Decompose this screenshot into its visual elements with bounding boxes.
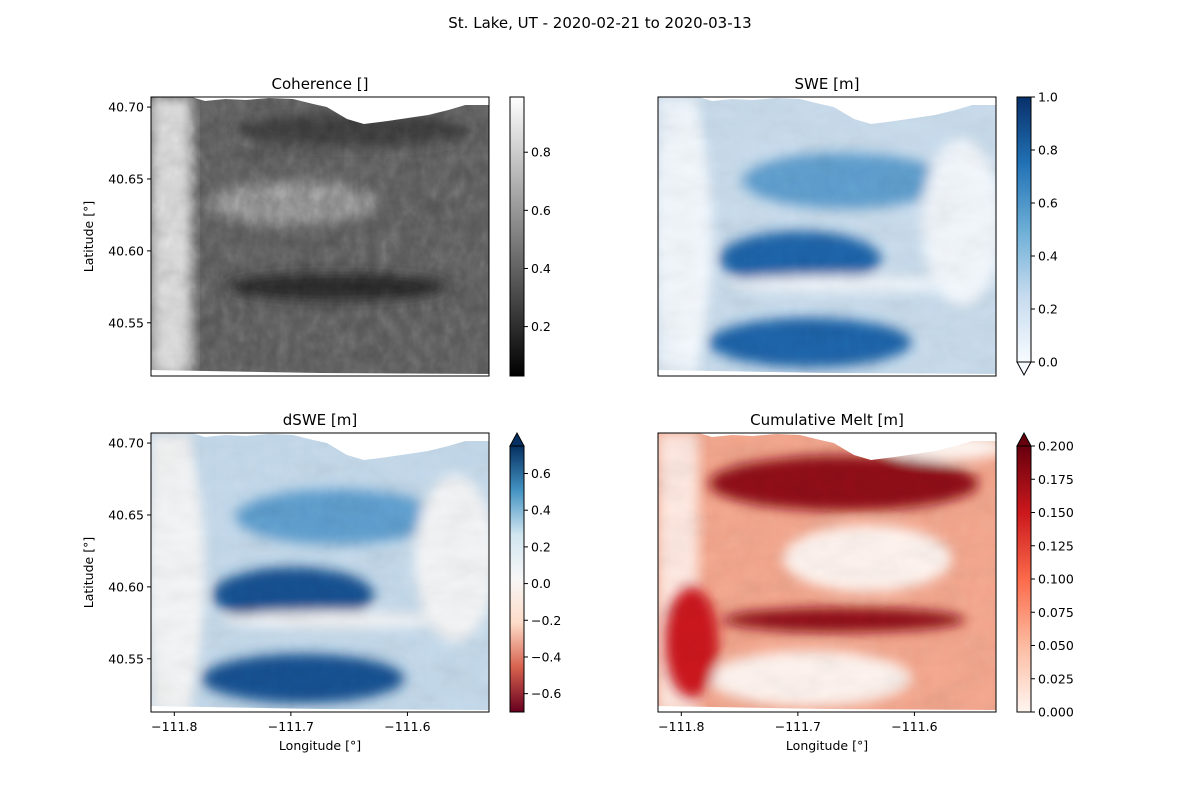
colorbar-tick-label: 1.0 (1038, 90, 1058, 105)
colorbar: 0.2 0.4 0.6 0.8 (509, 96, 551, 377)
colorbar-tick-label: 0.4 (531, 261, 551, 276)
colorbar-gradient (509, 445, 525, 713)
swe-heatmap-image (658, 97, 996, 374)
colorbar-tick-label: 0.0 (531, 576, 551, 591)
x-tick-label: −111.8 (658, 719, 704, 734)
colorbar-gradient (1016, 96, 1032, 363)
colorbar-tick-label: −0.6 (531, 686, 561, 701)
y-tick-label: 40.70 (108, 100, 144, 115)
panel-title: dSWE [m] (283, 411, 357, 429)
x-tick-label: −111.7 (775, 719, 821, 734)
y-tick-label: 40.65 (108, 171, 144, 186)
x-tick-label: −111.6 (384, 719, 430, 734)
axes-frame (657, 96, 997, 377)
colorbar-tick-label: 0.6 (531, 203, 551, 218)
colorbar-tick-label: 0.2 (531, 319, 551, 334)
panel-title: Cumulative Melt [m] (750, 411, 904, 429)
x-tick-label: −111.7 (268, 719, 314, 734)
colorbar-tick-label: 0.4 (531, 503, 551, 518)
colorbar-tick-label: −0.4 (531, 649, 561, 664)
y-tick-label: 40.55 (108, 315, 144, 330)
colorbar-tick-label: −0.2 (531, 613, 561, 628)
colorbar-extend-max (1016, 431, 1032, 447)
colorbar-tick-label: 0.050 (1038, 638, 1074, 653)
colorbar-tick-label: 0.8 (531, 145, 551, 160)
panel-title: Coherence [] (272, 75, 369, 93)
colorbar-extend-max (509, 431, 525, 447)
x-axis-label: Longitude [°] (786, 738, 868, 753)
y-tick-label: 40.65 (108, 507, 144, 522)
melt-heatmap-image (658, 433, 996, 710)
panel-2: SWE [m] 0.0 0.2 0.4 0.6 0.8 1.0 (657, 75, 1058, 377)
colorbar-tick-label: 0.125 (1038, 538, 1074, 553)
y-tick-label: 40.60 (108, 579, 144, 594)
colorbar-extend-min (1016, 361, 1032, 377)
colorbar-tick-label: 0.075 (1038, 605, 1074, 620)
colorbar-tick-label: 0.8 (1038, 143, 1058, 158)
colorbar-tick-label: 0.025 (1038, 671, 1074, 686)
y-tick-label: 40.55 (108, 651, 144, 666)
y-axis-label: Latitude [°] (81, 201, 96, 272)
colorbar-tick-label: 0.4 (1038, 249, 1058, 264)
colorbar-tick-label: 0.2 (1038, 302, 1058, 317)
colorbar-tick-label: 0.6 (1038, 196, 1058, 211)
axes-frame (150, 96, 490, 377)
panel-title: SWE [m] (795, 75, 860, 93)
colorbar: 0.000 0.025 0.050 0.075 0.100 0.125 0.150 0.175… (1016, 431, 1074, 720)
colorbar-tick-label: 0.000 (1038, 705, 1074, 720)
panel-1: Coherence [] 40.55 40.60 40.65 40.70 Latitude… (81, 75, 551, 377)
axes-frame (150, 432, 490, 713)
coherence-heatmap-image (151, 97, 489, 374)
colorbar-tick-label: 0.150 (1038, 505, 1074, 520)
x-tick-label: −111.8 (151, 719, 197, 734)
axes-frame (657, 432, 997, 713)
colorbar-tick-label: 0.200 (1038, 439, 1074, 454)
colorbar-tick-label: 0.2 (531, 539, 551, 554)
colorbar: −0.6 −0.4 −0.2 0.0 0.2 0.4 0.6 (509, 431, 561, 713)
colorbar-gradient (509, 96, 525, 377)
y-tick-label: 40.60 (108, 243, 144, 258)
panel-4: Cumulative Melt [m] −111.8 −111.7 −111.6 Lon… (657, 411, 1074, 753)
panel-3: dSWE [m] 40.55 40.60 40.65 40.70 −111.8 −111.7… (81, 411, 561, 753)
x-axis-label: Longitude [°] (279, 738, 361, 753)
y-axis-label: Latitude [°] (81, 537, 96, 608)
colorbar-tick-label: 0.100 (1038, 572, 1074, 587)
x-tick-label: −111.6 (891, 719, 937, 734)
dswe-heatmap-image (151, 433, 489, 710)
colorbar-gradient (1016, 445, 1032, 713)
colorbar-tick-label: 0.0 (1038, 355, 1058, 370)
figure-suptitle: St. Lake, UT - 2020-02-21 to 2020-03-13 (448, 14, 751, 32)
y-tick-label: 40.70 (108, 436, 144, 451)
colorbar: 0.0 0.2 0.4 0.6 0.8 1.0 (1016, 90, 1058, 377)
colorbar-tick-label: 0.6 (531, 466, 551, 481)
colorbar-tick-label: 0.175 (1038, 472, 1074, 487)
